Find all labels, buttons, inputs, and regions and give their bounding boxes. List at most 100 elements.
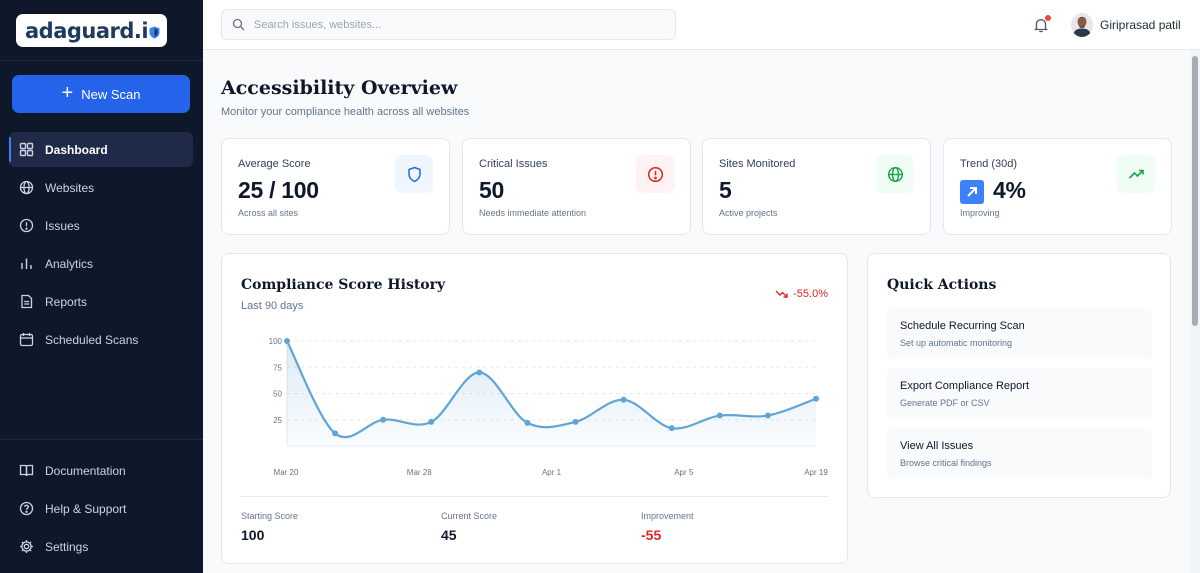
search-box[interactable] [221, 9, 676, 40]
sidebar-item-settings[interactable]: Settings [9, 529, 193, 564]
data-point [813, 395, 819, 402]
sidebar-item-issues[interactable]: Issues [9, 208, 193, 243]
stat-value: 4% [960, 177, 1026, 204]
bar-chart-icon [19, 256, 34, 271]
arrow-up-right-icon [960, 180, 984, 204]
page-subtitle: Monitor your compliance health across al… [221, 106, 470, 118]
avatar[interactable] [1071, 13, 1093, 37]
action-subtitle: Browse critical findings [900, 458, 992, 468]
sidebar-item-label: Issues [45, 218, 80, 233]
sidebar-divider [0, 60, 203, 61]
sidebar-item-reports[interactable]: Reports [9, 284, 193, 319]
calendar-icon [19, 332, 34, 347]
notification-dot [1045, 15, 1051, 21]
stat-label: Sites Monitored [719, 158, 796, 170]
alert-circle-icon [636, 155, 674, 193]
score-history-chart: 100 75 50 25 Mar 20 Mar 28 Apr 1 Apr 5 Apr 19 [269, 337, 829, 477]
data-point [476, 369, 483, 376]
action-title: Export Compliance Report [900, 380, 1030, 392]
avatar-image [1071, 13, 1093, 37]
data-point [332, 430, 339, 437]
data-point [764, 412, 771, 419]
data-point [668, 425, 675, 432]
x-tick-label: Mar 20 [274, 468, 299, 477]
stat-value: 25 / 100 [238, 177, 319, 203]
globe-icon [19, 180, 34, 195]
sidebar-item-label: Dashboard [45, 142, 108, 157]
starting-score-label: Starting Score [241, 511, 299, 521]
y-tick-label: 75 [273, 363, 282, 372]
sidebar-item-analytics[interactable]: Analytics [9, 246, 193, 281]
book-icon [19, 463, 34, 478]
chart-title: Compliance Score History [241, 277, 446, 293]
notifications-button[interactable] [1033, 15, 1051, 33]
stat-value: 50 [479, 177, 504, 203]
sidebar-item-documentation[interactable]: Documentation [9, 453, 193, 488]
series-area [287, 341, 816, 446]
alert-circle-icon [19, 218, 34, 233]
stat-sub: Improving [960, 208, 1000, 218]
improvement-value: -55 [641, 527, 662, 543]
chart-subtitle: Last 90 days [241, 300, 304, 312]
trend-value: 4% [993, 177, 1026, 203]
stat-label: Average Score [238, 158, 311, 170]
sidebar-item-scheduled-scans[interactable]: Scheduled Scans [9, 322, 193, 357]
trending-up-icon [1117, 155, 1155, 193]
y-tick-label: 25 [273, 416, 282, 425]
data-point [284, 338, 290, 344]
bell-icon [1033, 19, 1049, 33]
stat-value: 5 [719, 177, 732, 203]
plus-icon: + [61, 82, 74, 104]
search-icon [232, 18, 245, 31]
logo[interactable]: adaguard.i [16, 14, 167, 47]
quick-actions-card: Quick Actions Schedule Recurring Scan Se… [867, 253, 1171, 498]
action-title: Schedule Recurring Scan [900, 320, 1025, 332]
stat-sub: Needs immediate attention [479, 208, 587, 218]
sidebar-item-label: Websites [45, 180, 95, 195]
action-subtitle: Generate PDF or CSV [900, 398, 990, 408]
y-tick-label: 100 [269, 337, 283, 346]
export-report-action[interactable]: Export Compliance Report Generate PDF or… [887, 368, 1152, 419]
scrollbar[interactable] [1190, 50, 1200, 573]
compliance-chart-card: Compliance Score History Last 90 days -5… [221, 253, 848, 564]
stat-card-critical-issues: Critical Issues 50 Needs immediate atten… [462, 138, 691, 235]
starting-score-value: 100 [241, 527, 265, 543]
data-point [716, 412, 723, 419]
data-point [428, 418, 435, 425]
sidebar-divider [0, 439, 203, 440]
stat-card-trend: Trend (30d) 4% Improving [943, 138, 1172, 235]
sidebar-item-label: Scheduled Scans [45, 332, 139, 347]
logo-text: adaguard.i [25, 19, 160, 43]
user-name[interactable]: Giriprasad patil [1100, 18, 1181, 32]
action-title: View All Issues [900, 440, 974, 452]
search-input[interactable] [254, 18, 654, 31]
new-scan-button[interactable]: + New Scan [12, 75, 190, 113]
sidebar: adaguard.i + New Scan Dashboard Websites… [0, 0, 203, 573]
sidebar-item-websites[interactable]: Websites [9, 170, 193, 205]
file-icon [19, 294, 34, 309]
data-point [380, 416, 387, 423]
stat-label: Trend (30d) [960, 158, 1018, 170]
x-tick-label: Mar 28 [407, 468, 432, 477]
scrollbar-thumb[interactable] [1192, 56, 1198, 326]
view-issues-action[interactable]: View All Issues Browse critical findings [887, 428, 1152, 479]
stat-label: Critical Issues [479, 158, 548, 170]
schedule-scan-action[interactable]: Schedule Recurring Scan Set up automatic… [887, 308, 1152, 359]
stat-sub: Across all sites [238, 208, 299, 218]
sidebar-item-label: Settings [45, 539, 89, 554]
trending-down-icon [775, 290, 788, 298]
y-tick-label: 50 [273, 390, 282, 399]
sidebar-item-help[interactable]: Help & Support [9, 491, 193, 526]
sidebar-item-dashboard[interactable]: Dashboard [9, 132, 193, 167]
chart-change-value: -55.0% [793, 288, 828, 300]
sidebar-item-label: Analytics [45, 256, 94, 271]
shield-icon [149, 26, 160, 38]
chart-change: -55.0% [775, 288, 828, 300]
shield-icon [395, 155, 433, 193]
globe-icon [876, 155, 914, 193]
stat-sub: Active projects [719, 208, 778, 218]
current-score-label: Current Score [441, 511, 498, 521]
sidebar-item-label: Documentation [45, 463, 126, 478]
data-point [524, 419, 531, 426]
stat-card-average-score: Average Score 25 / 100 Across all sites [221, 138, 450, 235]
